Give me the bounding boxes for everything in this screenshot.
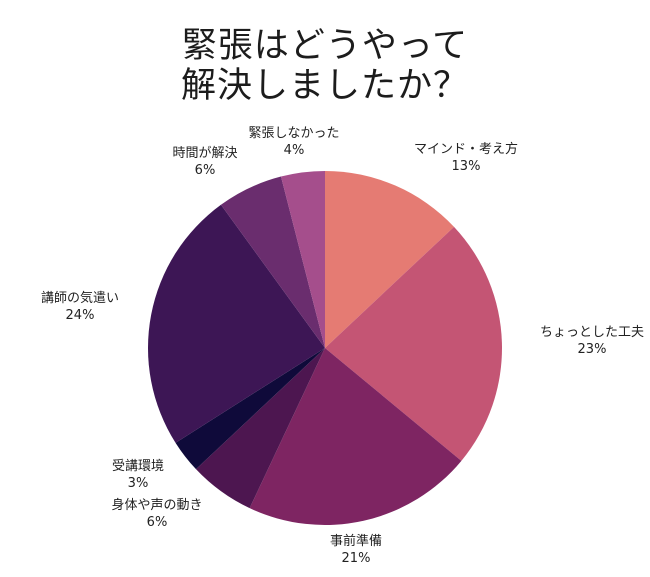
slice-label-text: マインド・考え方 [413,142,519,157]
slice-label-kufu: ちょっとした工夫 23% [540,324,644,358]
slice-label-text: 受講環境 [111,459,165,474]
slice-label-text: 身体や声の動き [111,498,203,513]
pie-slice-0 [325,171,455,348]
slice-label-text: 事前準備 [329,534,383,549]
slice-label-percent: 4% [283,143,305,158]
slice-label-kizukai: 講師の気遣い 24% [41,290,119,324]
pie-slice-5 [147,204,325,443]
slice-label-percent: 6% [194,163,216,178]
slice-label-text: 時間が解決 [172,146,238,161]
slice-label-kankyo: 受講環境 3% [112,458,164,492]
pie-slice-6 [220,176,325,348]
slice-label-kinchou-nashi: 緊張しなかった 4% [248,125,339,159]
slice-label-percent: 13% [451,159,481,174]
chart-title: 緊張はどうやって 解決しましたか？ [0,26,650,106]
pie-slice-7 [280,170,325,348]
pie-slice-4 [175,348,325,470]
slice-label-percent: 6% [146,515,168,530]
slice-label-text: 緊張しなかった [248,126,340,141]
pie-slice-2 [249,348,462,525]
slice-label-jikan: 時間が解決 6% [172,145,237,179]
slice-label-percent: 3% [127,476,149,491]
slice-label-shintai: 身体や声の動き 6% [111,497,202,531]
chart-title-line-1: 緊張はどうやって [181,26,469,66]
slice-label-percent: 21% [341,551,371,566]
slice-label-text: 講師の気遣い [40,291,120,306]
pie-slice-1 [325,226,502,461]
slice-label-junbi: 事前準備 21% [330,533,382,567]
slice-label-text: ちょっとした工夫 [539,325,645,340]
chart-title-line-2: 解決しましたか？ [180,66,469,106]
pie-slice-3 [195,348,325,509]
slice-label-mind: マインド・考え方 13% [414,141,518,175]
slice-label-percent: 23% [577,342,607,357]
slice-label-percent: 24% [65,308,95,323]
